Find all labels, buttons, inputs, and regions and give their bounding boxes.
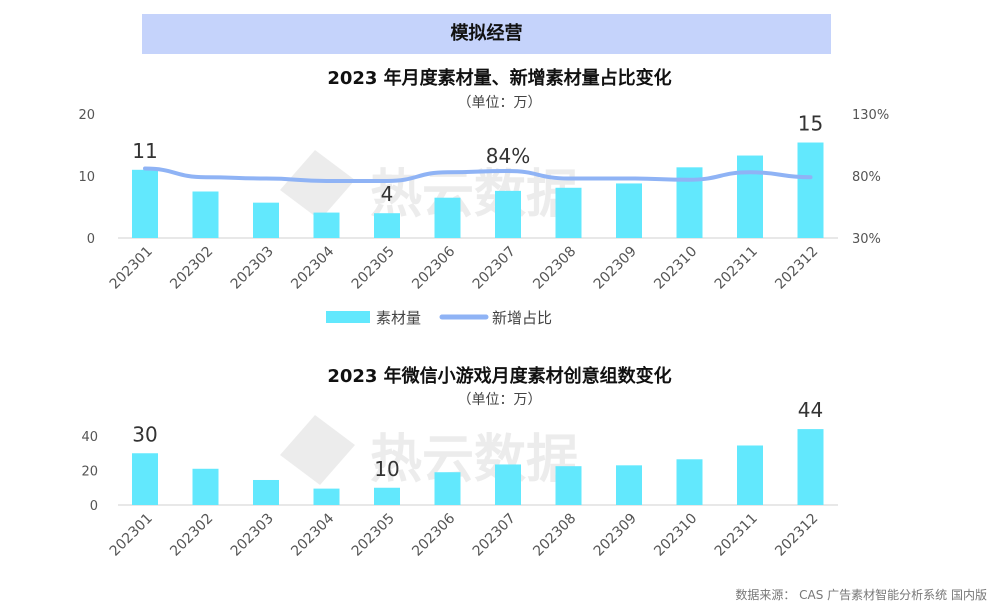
chart1-y-right-tick: 30% bbox=[852, 232, 881, 247]
chart1-unit: （单位：万） bbox=[457, 95, 542, 111]
chart1-y-tick: 20 bbox=[78, 108, 95, 123]
chart2-x-tick: 202309 bbox=[591, 511, 640, 560]
legend-bar-swatch bbox=[326, 311, 370, 323]
chart2-bar bbox=[434, 472, 461, 505]
chart1-x-tick: 202303 bbox=[228, 244, 277, 293]
chart2-x-tick: 202307 bbox=[470, 511, 519, 560]
svg-text:热云数据: 热云数据 bbox=[370, 165, 578, 225]
chart1-x-tick: 202308 bbox=[530, 244, 579, 293]
chart1-bar bbox=[253, 202, 279, 238]
chart1-bar bbox=[495, 190, 521, 238]
chart2-y-tick: 0 bbox=[90, 499, 98, 514]
chart2-bar-label: 44 bbox=[798, 398, 823, 422]
chart1-x-tick: 202301 bbox=[107, 244, 156, 293]
chart2-unit: （单位：万） bbox=[457, 392, 542, 408]
chart2-bar bbox=[737, 445, 763, 505]
chart2-x-tick: 202308 bbox=[530, 511, 579, 560]
chart1-bar bbox=[192, 191, 219, 238]
chart1-bar bbox=[616, 183, 642, 238]
chart2-bar bbox=[797, 429, 824, 505]
chart2-bar-label: 30 bbox=[132, 422, 157, 446]
chart2-y-tick: 40 bbox=[81, 430, 98, 445]
chart1-x-tick: 202312 bbox=[772, 244, 821, 293]
svg-text:热云数据: 热云数据 bbox=[370, 430, 578, 490]
chart1-x-tick: 202307 bbox=[470, 244, 519, 293]
chart2-x-tick: 202305 bbox=[349, 511, 398, 560]
chart1-y-tick: 10 bbox=[78, 170, 95, 185]
chart2-bar-label: 10 bbox=[374, 457, 399, 481]
chart1-y-right-tick: 80% bbox=[852, 170, 881, 185]
legend-bar-label: 素材量 bbox=[376, 309, 421, 327]
chart2-y-tick: 20 bbox=[81, 465, 98, 480]
chart2-bar bbox=[132, 453, 158, 505]
chart2-bar bbox=[374, 487, 400, 505]
watermark-bottom: 热云数据 bbox=[280, 415, 578, 490]
legend-line-label: 新增占比 bbox=[492, 309, 552, 327]
chart2-bar bbox=[495, 464, 521, 505]
chart1-bar-label: 4 bbox=[381, 182, 394, 206]
chart1-bar bbox=[797, 142, 824, 238]
chart1-bar-label: 15 bbox=[798, 112, 823, 136]
chart1-x-tick: 202305 bbox=[349, 244, 398, 293]
chart1-y-right-tick: 130% bbox=[852, 108, 889, 123]
chart2-x-tick: 202304 bbox=[288, 510, 337, 559]
chart2-title: 2023 年微信小游戏月度素材创意组数变化 bbox=[327, 366, 672, 387]
chart2-bar bbox=[313, 488, 340, 505]
chart2-x-tick: 202303 bbox=[228, 511, 277, 560]
chart1-line-series bbox=[143, 166, 813, 183]
chart1-y-tick: 0 bbox=[87, 232, 95, 247]
data-source-note: 数据来源： CAS 广告素材智能分析系统 国内版 bbox=[735, 588, 987, 602]
chart2-bar bbox=[616, 465, 642, 505]
chart1-x-tick: 202311 bbox=[712, 244, 761, 293]
chart1-x-tick: 202309 bbox=[591, 244, 640, 293]
chart1-bar bbox=[313, 212, 340, 238]
chart1-line-label: 84% bbox=[486, 144, 530, 168]
chart1-x-tick: 202306 bbox=[409, 243, 458, 292]
chart2-bar bbox=[555, 466, 582, 505]
chart2-x-tick: 202312 bbox=[772, 511, 821, 560]
chart1-title: 2023 年月度素材量、新增素材量占比变化 bbox=[327, 68, 672, 89]
chart2-x-tick: 202302 bbox=[167, 511, 216, 560]
chart2-bar bbox=[253, 479, 279, 505]
chart1-bar bbox=[434, 197, 461, 238]
section-banner: 模拟经营 bbox=[142, 14, 831, 54]
chart2-x-tick: 202301 bbox=[107, 511, 156, 560]
chart1-bar-label: 11 bbox=[132, 139, 157, 163]
chart1-bar bbox=[555, 187, 582, 238]
chart1-bar bbox=[132, 169, 158, 238]
chart1-x-tick: 202302 bbox=[167, 244, 216, 293]
chart2-bar bbox=[676, 459, 703, 505]
chart2-x-tick: 202306 bbox=[409, 510, 458, 559]
chart2-x-tick: 202310 bbox=[651, 511, 700, 560]
chart1-bar bbox=[737, 155, 763, 238]
chart1-bar bbox=[374, 213, 400, 238]
chart2-bar bbox=[192, 468, 219, 505]
chart1-x-tick: 202304 bbox=[288, 243, 337, 292]
chart2-x-tick: 202311 bbox=[712, 511, 761, 560]
chart1-x-tick: 202310 bbox=[651, 244, 700, 293]
